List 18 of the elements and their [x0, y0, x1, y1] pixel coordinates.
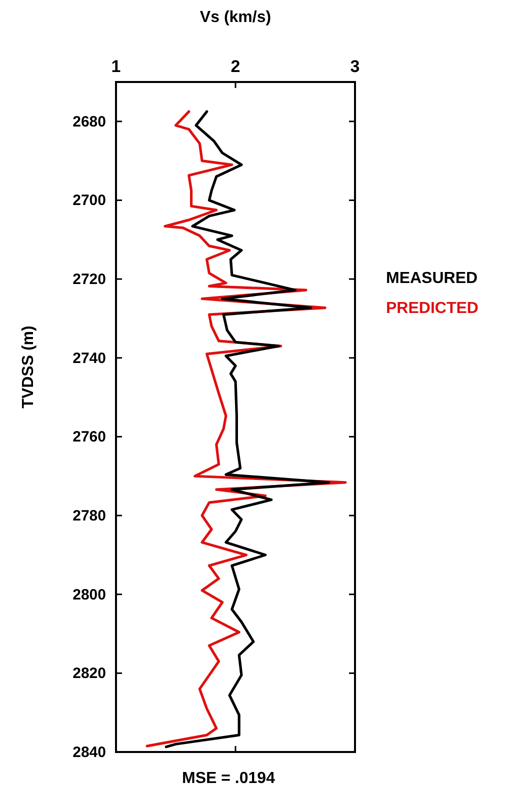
x-axis-title: Vs (km/s)	[200, 9, 272, 26]
y-tick-label: 2840	[72, 744, 106, 761]
line-series	[164, 110, 330, 748]
y-tick-label: 2740	[72, 350, 106, 367]
y-tick-label: 2800	[72, 586, 106, 604]
y-tick-label: 2720	[72, 271, 106, 288]
y-axis-title: TVDSS (m)	[20, 326, 37, 408]
y-tick-label: 2820	[72, 665, 106, 682]
y-tick-label: 2700	[72, 192, 106, 210]
x-tick-label: 3	[350, 57, 360, 76]
legend-label: MEASURED	[386, 270, 478, 287]
x-tick-label: 2	[230, 57, 240, 76]
y-tick-label: 2760	[72, 428, 106, 446]
x-tick-label: 1	[111, 57, 121, 76]
text: MSE = .0194	[182, 770, 276, 787]
y-tick-label: 2680	[72, 113, 106, 130]
text: PREDICTED	[386, 300, 478, 317]
y-tick-label: 2780	[72, 508, 106, 525]
